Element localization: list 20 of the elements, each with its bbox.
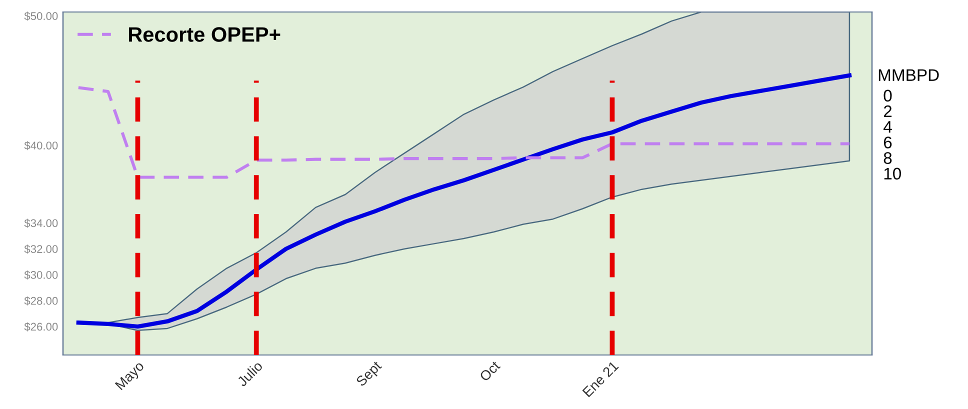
y2-tick-label: 4 [883, 121, 892, 133]
line-series [76, 86, 851, 179]
x-tick-label: Ene 21 [582, 360, 619, 398]
x-tick-label: Oct [479, 360, 501, 382]
line-series [76, 73, 852, 329]
y2-tick-label: 0 [884, 90, 892, 102]
y-tick-label: $28.00 [24, 296, 58, 306]
y2-axis-title: MMBPD [878, 69, 939, 81]
y2-tick-label: 6 [884, 136, 892, 148]
y2-tick-label: 8 [884, 152, 892, 164]
x-tick-label: Julio [236, 360, 264, 388]
y-tick-label: $30.00 [24, 270, 58, 280]
y2-tick-label: 2 [884, 105, 892, 118]
y-tick-label: $50.00 [24, 12, 58, 21]
y-tick-label: $32.00 [24, 244, 58, 254]
y-tick-label: $26.00 [24, 322, 58, 332]
legend-label: Recorte OPEP+ [128, 27, 280, 42]
y2-tick-label: 10 [884, 168, 901, 180]
y-tick-label: $34.00 [24, 218, 58, 228]
y-tick-label: $40.00 [24, 141, 58, 150]
